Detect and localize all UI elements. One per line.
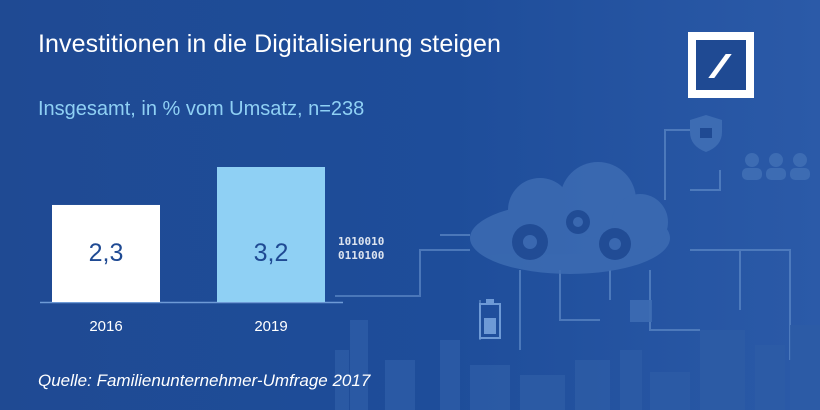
- bar-2016: [52, 204, 160, 302]
- chip-icon: [630, 300, 652, 322]
- data-label-2016: 2,3: [89, 239, 124, 267]
- chart-title: Investitionen in die Digitalisierung ste…: [38, 30, 502, 58]
- city-skyline: [335, 320, 820, 410]
- brand-logo: [688, 32, 754, 98]
- bar-2019: [217, 167, 325, 302]
- data-label-2019: 3,2: [254, 239, 289, 267]
- x-tick-label-2019: 2019: [254, 318, 287, 335]
- logo-inner-square: [696, 40, 746, 90]
- battery-icon: [479, 299, 501, 339]
- chart-subtitle: Insgesamt, in % vom Umsatz, n=238: [38, 98, 365, 120]
- people-icon: [742, 153, 810, 180]
- x-tick-label-2016: 2016: [89, 318, 122, 335]
- binary-text-2: 0110100: [338, 249, 384, 262]
- lock-shield-icon: [690, 115, 722, 152]
- binary-text-1: 1010010: [338, 235, 384, 248]
- source-note: Quelle: Familienunternehmer-Umfrage 2017: [38, 371, 371, 390]
